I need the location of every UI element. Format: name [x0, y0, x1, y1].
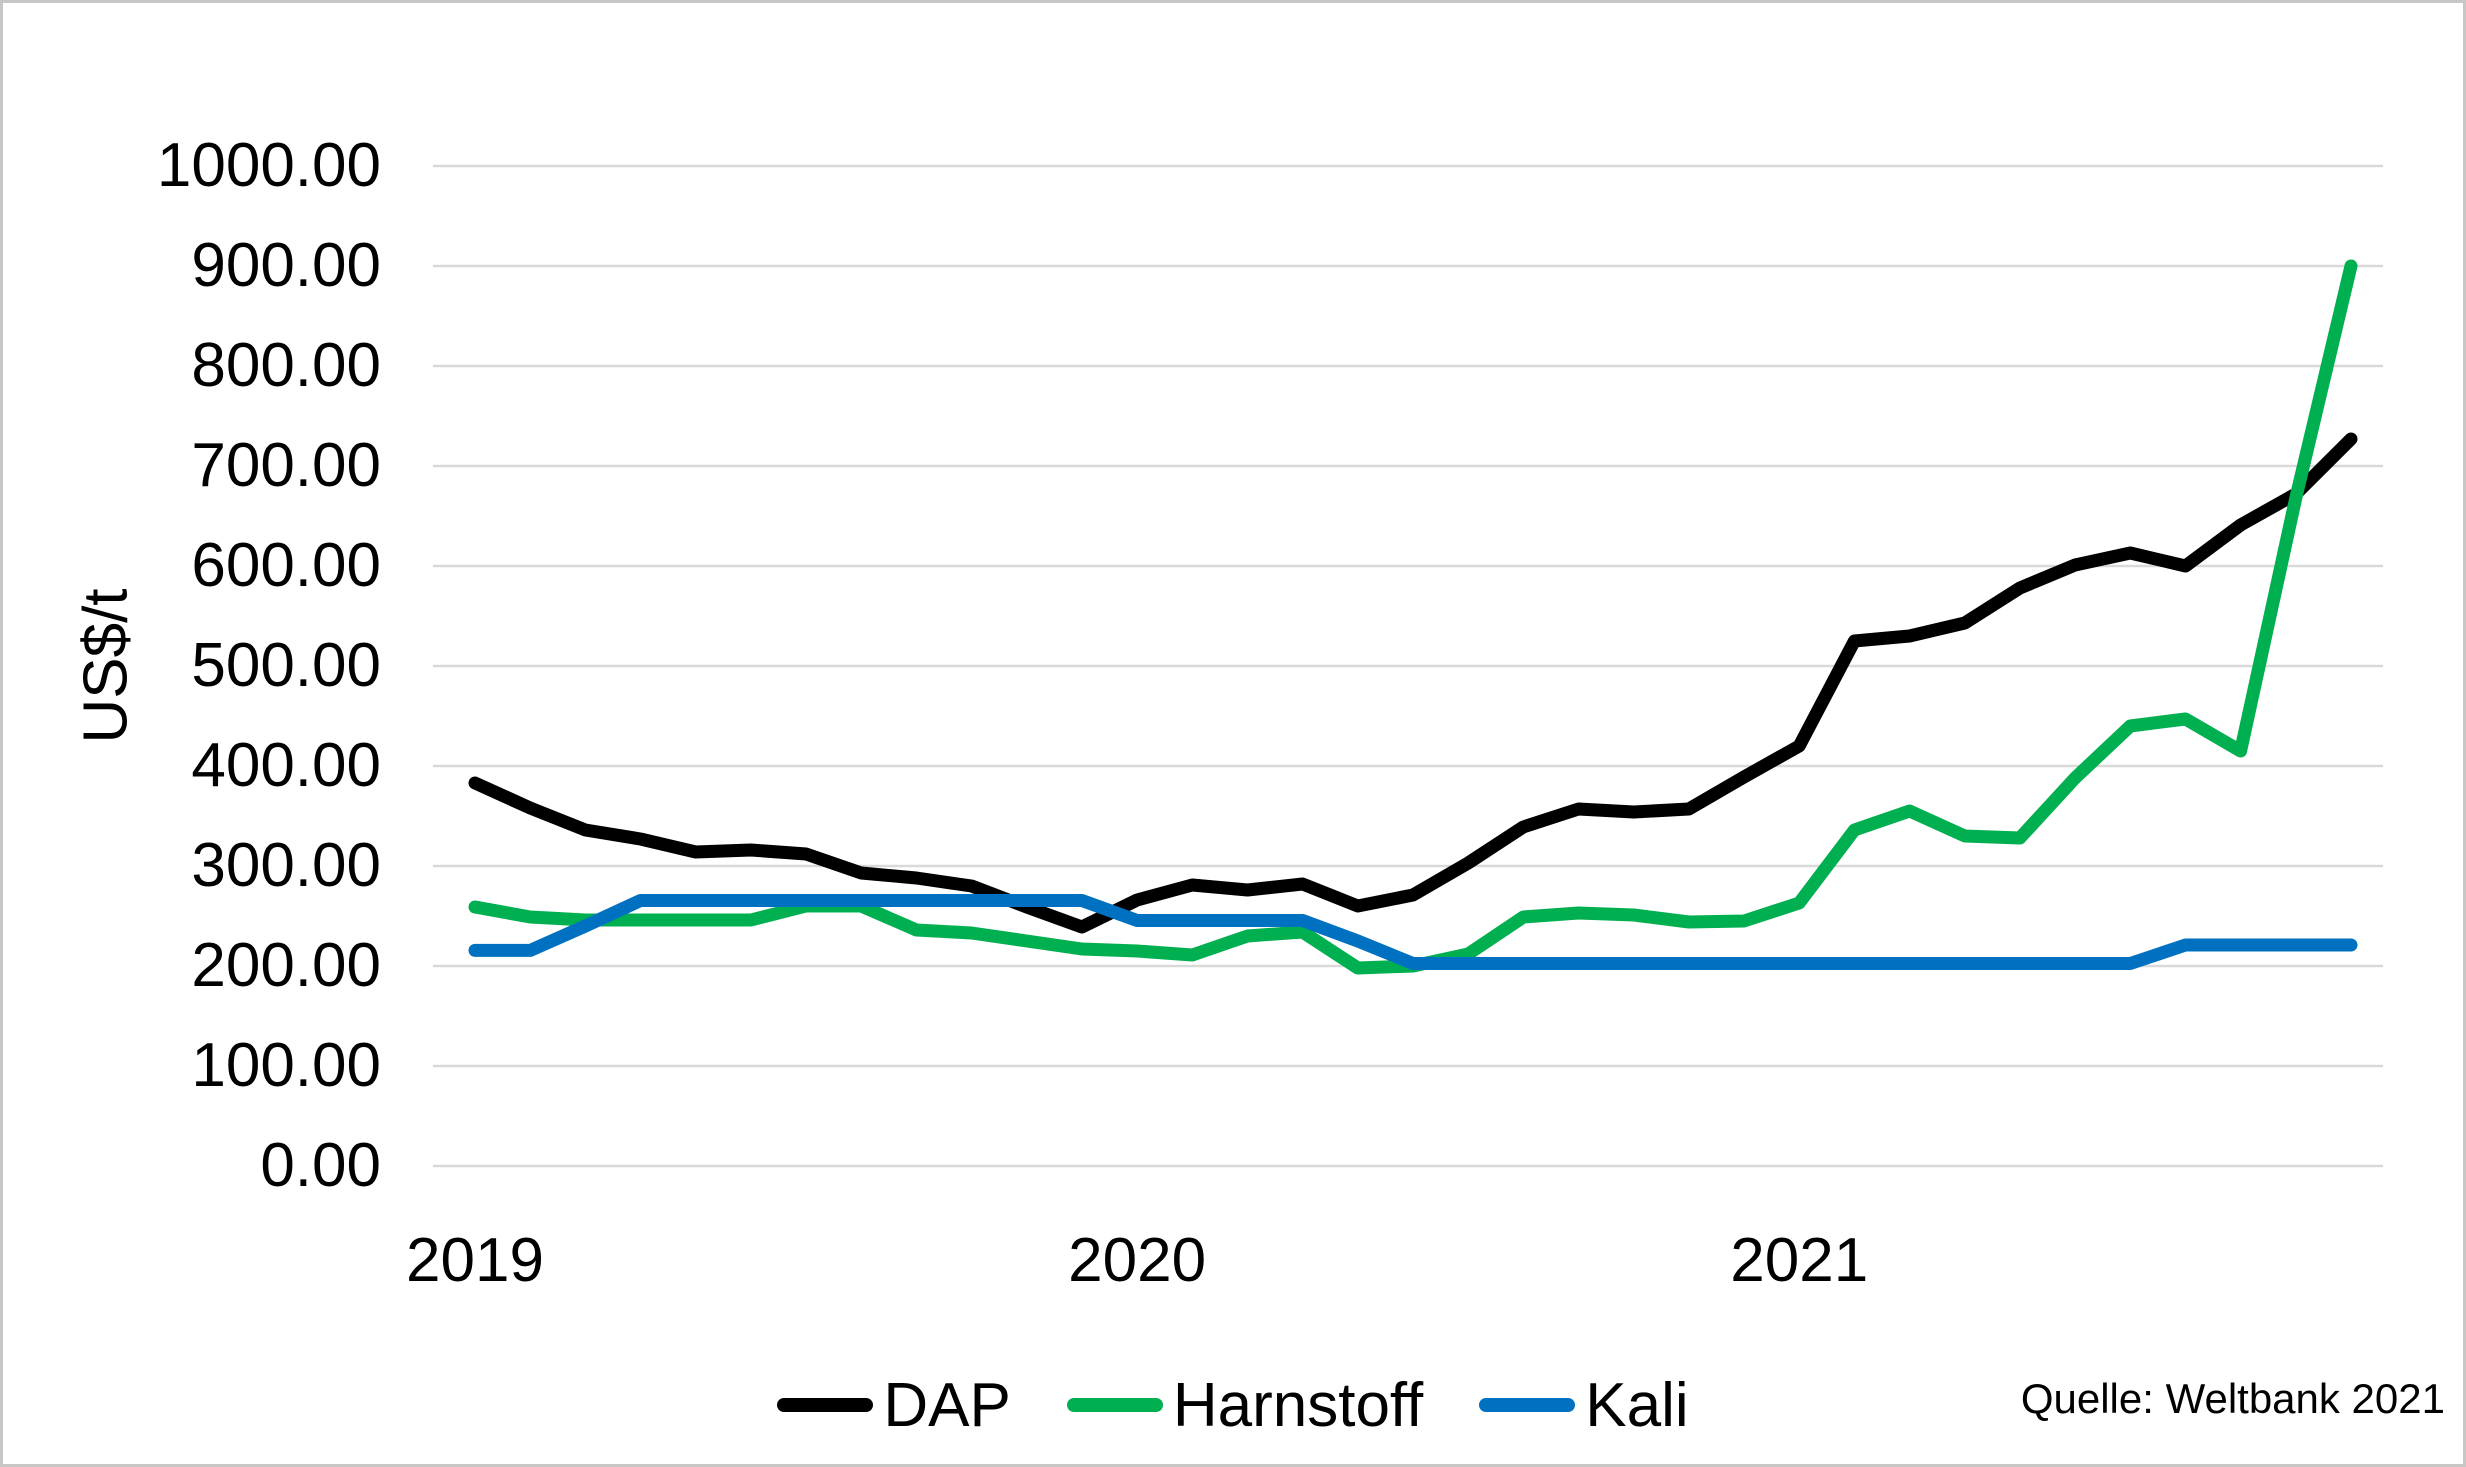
y-axis-tick-label: 700.00 [191, 431, 381, 500]
legend-item-kali: Kali [1479, 1370, 1689, 1441]
legend-label-kali: Kali [1585, 1370, 1689, 1440]
y-axis-tick-label: 600.00 [191, 531, 381, 600]
kali-line [468, 894, 2358, 970]
y-axis-tick-label: 900.00 [191, 231, 381, 300]
y-axis-tick-label: 400.00 [191, 731, 381, 800]
legend-label-dap: DAP [883, 1370, 1011, 1440]
harnstoff-line-swatch [1066, 1398, 1163, 1412]
legend-item-harnstoff: Harnstoff [1066, 1370, 1424, 1441]
plot-area [433, 164, 2383, 1168]
x-axis-year-label: 2021 [1730, 1226, 1869, 1295]
source-note: Quelle: Weltbank 2021 [2020, 1375, 2445, 1422]
y-axis-tick-label: 0.00 [260, 1131, 381, 1200]
y-axis-tick-label: 1000.00 [156, 131, 381, 200]
y-axis-tick-label: 100.00 [191, 1031, 381, 1100]
legend-label-harnstoff: Harnstoff [1172, 1370, 1424, 1440]
dap-line [468, 432, 2358, 934]
x-axis-year-label: 2019 [406, 1226, 544, 1295]
kali-line-swatch [1479, 1398, 1576, 1412]
y-axis-tick-label: 300.00 [191, 831, 381, 900]
y-axis-tick-label: 500.00 [191, 631, 381, 700]
legend-item-dap: DAP [777, 1370, 1011, 1441]
y-axis-tick-label: 200.00 [191, 931, 381, 1000]
y-axis-tick-label: 800.00 [191, 331, 381, 400]
dap-line-swatch [777, 1398, 874, 1412]
y-axis-title: US$/t [71, 588, 141, 744]
harnstoff-line [468, 259, 2358, 975]
legend: DAP Harnstoff Kali [3, 1367, 2463, 1443]
x-axis-year-label: 2020 [1068, 1226, 1207, 1295]
